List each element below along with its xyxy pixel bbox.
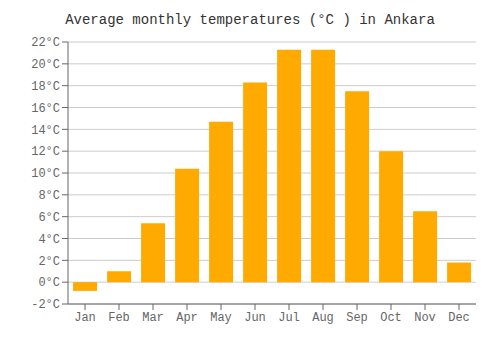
svg-text:14°C: 14°C [31,124,60,138]
svg-text:0°C: 0°C [38,276,60,290]
svg-text:Aug: Aug [312,311,334,325]
svg-text:May: May [210,311,232,325]
svg-text:-2°C: -2°C [31,298,60,312]
svg-text:Sep: Sep [346,311,368,325]
svg-text:Apr: Apr [176,311,198,325]
svg-text:6°C: 6°C [38,211,60,225]
svg-text:10°C: 10°C [31,167,60,181]
svg-text:8°C: 8°C [38,189,60,203]
svg-text:Jun: Jun [244,311,266,325]
svg-text:12°C: 12°C [31,145,60,159]
svg-text:22°C: 22°C [31,36,60,50]
svg-text:Feb: Feb [108,311,130,325]
svg-text:Jan: Jan [74,311,96,325]
svg-text:16°C: 16°C [31,102,60,116]
svg-text:4°C: 4°C [38,233,60,247]
svg-text:Oct: Oct [380,311,402,325]
svg-text:Jul: Jul [278,311,300,325]
svg-text:18°C: 18°C [31,80,60,94]
svg-text:Nov: Nov [414,311,436,325]
html-text:Average monthly temperatures (: Average monthly temperatures (°C ) in An… [65,12,435,28]
svg-text:Mar: Mar [142,311,164,325]
svg-text:Dec: Dec [448,311,470,325]
svg-text:20°C: 20°C [31,58,60,72]
svg-text:2°C: 2°C [38,255,60,269]
